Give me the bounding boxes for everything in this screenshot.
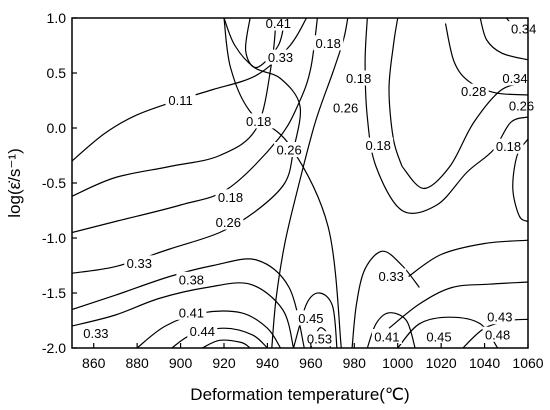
contour-label-bg <box>424 329 454 344</box>
contour-label-bg <box>313 35 344 51</box>
contour-label-bg <box>176 304 207 320</box>
contour-line-0_18-19 <box>388 18 403 167</box>
contour-label-bg <box>371 329 402 344</box>
contour-label: 0.41 <box>179 305 204 320</box>
contour-label: 0.18 <box>496 139 521 154</box>
y-tick-label: 1.0 <box>47 10 67 26</box>
y-tick-label: -1.5 <box>42 285 66 301</box>
x-axis-ticks: 860 880 900 920 940 960 980 1000 1020 1040 1060 <box>82 343 544 371</box>
contour-label: 0.44 <box>190 324 215 339</box>
x-tick-label: 920 <box>212 355 236 371</box>
contour-label: 0.18 <box>316 36 341 51</box>
contour-label: 0.41 <box>374 330 399 345</box>
contour-line-0_38-6 <box>72 258 305 348</box>
x-tick-label: 880 <box>125 355 149 371</box>
contour-label-bg <box>484 309 515 325</box>
plot-frame <box>71 17 529 349</box>
contour-label-bg <box>263 15 294 31</box>
contour-label-bg <box>363 137 394 153</box>
contour-label: 0.26 <box>333 101 358 116</box>
contour-line-0_48-9 <box>171 327 268 348</box>
contour-label: 0.48 <box>485 327 510 342</box>
contour-label: 0.34 <box>511 22 536 37</box>
x-tick-label: 1060 <box>512 355 543 371</box>
contour-label: 0.45 <box>426 330 451 345</box>
x-axis-title: Deformation temperature(℃) <box>190 385 409 404</box>
contour-label: 0.18 <box>366 138 391 153</box>
contour-label: 0.38 <box>179 272 204 287</box>
contour-label: 0.26 <box>216 215 241 230</box>
contour-line-0_41-7 <box>72 282 295 348</box>
contour-label-bg <box>80 325 111 341</box>
contour-label: 0.11 <box>168 93 192 108</box>
contour-label-bg <box>213 214 244 230</box>
contour-line-0_33-13 <box>351 250 420 348</box>
contour-label-bg <box>243 113 274 129</box>
contour-line-0_18-3 <box>223 18 342 348</box>
contour-line-0_41-26 <box>244 18 286 69</box>
contour-label: 0.34 <box>502 71 527 86</box>
contour-label: 0.43 <box>487 310 512 325</box>
contour-label: 0.33 <box>83 326 108 341</box>
contour-label: 0.33 <box>379 269 404 284</box>
contour-line-0_26-21 <box>364 18 528 214</box>
x-tick-label: 860 <box>82 355 106 371</box>
contour-label: 0.18 <box>218 190 243 205</box>
contour-label-bg <box>500 70 530 86</box>
x-tick-label: 940 <box>256 355 280 371</box>
x-tick-label: 900 <box>169 355 193 371</box>
contour-label: 0.18 <box>346 71 371 86</box>
contour-line-0_53-10 <box>202 339 251 348</box>
contour-label: 0.53 <box>307 332 332 347</box>
contour-label-bg <box>458 83 489 99</box>
contour-labels: 0.41 0.33 0.11 0.18 0.26 0.18 0.18 0.26 0.18 0.18… <box>80 15 539 347</box>
contour-label: 0.28 <box>461 84 486 99</box>
contour-label-bg <box>330 100 361 116</box>
contour-label-bg <box>176 271 207 287</box>
x-tick-label: 960 <box>299 355 323 371</box>
contour-line-0_44-8 <box>136 310 282 348</box>
contour-label-bg <box>165 92 196 108</box>
contour-label-bg <box>304 331 335 347</box>
contour-line-0_11-0 <box>72 18 308 162</box>
y-tick-label: -0.5 <box>42 175 66 191</box>
y-axis-ticks: 1.0 0.5 0.0 -0.5 -1.0 -1.5 -2.0 <box>42 10 77 356</box>
contour-label: 0.41 <box>266 16 291 31</box>
contour-label-bg <box>274 142 305 157</box>
contour-line-0_38-18 <box>408 239 528 277</box>
contour-label-bg <box>482 326 513 342</box>
contour-line-0_34-23 <box>479 18 528 61</box>
x-tick-label: 980 <box>343 355 367 371</box>
contour-label-bg <box>508 21 539 36</box>
contour-line-0_18-20 <box>401 83 528 190</box>
x-tick-label: 1020 <box>426 355 457 371</box>
contour-label-bg <box>265 49 296 65</box>
contour-lines <box>72 18 528 348</box>
contour-line-0_43-16 <box>388 281 528 329</box>
contour-label: 0.26 <box>276 143 301 158</box>
contour-label: 0.45 <box>298 311 323 326</box>
contour-label-bg <box>376 268 407 284</box>
contour-label-bg <box>187 323 218 339</box>
contour-label-bg <box>124 255 155 271</box>
y-tick-label: -1.0 <box>42 230 66 246</box>
contour-label-bg <box>215 189 246 205</box>
contour-label: 0.33 <box>127 256 152 271</box>
x-tick-label: 1000 <box>382 355 413 371</box>
contour-label: 0.18 <box>246 114 271 129</box>
y-tick-label: 0.5 <box>47 65 67 81</box>
contour-label: 0.33 <box>268 50 293 65</box>
contour-line-0_26-4 <box>72 18 318 234</box>
contour-label-bg <box>506 98 537 113</box>
contour-label-bg <box>343 70 374 86</box>
y-axis-title: log(ε̇/s⁻¹) <box>5 148 24 217</box>
contour-label-bg <box>493 138 524 154</box>
contour-line-0_28-22 <box>444 23 528 96</box>
y-tick-label: 0.0 <box>47 120 67 136</box>
contour-label: 0.26 <box>509 99 534 114</box>
y-tick-label: -2.0 <box>42 340 66 356</box>
x-tick-label: 1040 <box>469 355 500 371</box>
contour-label-bg <box>295 310 326 326</box>
